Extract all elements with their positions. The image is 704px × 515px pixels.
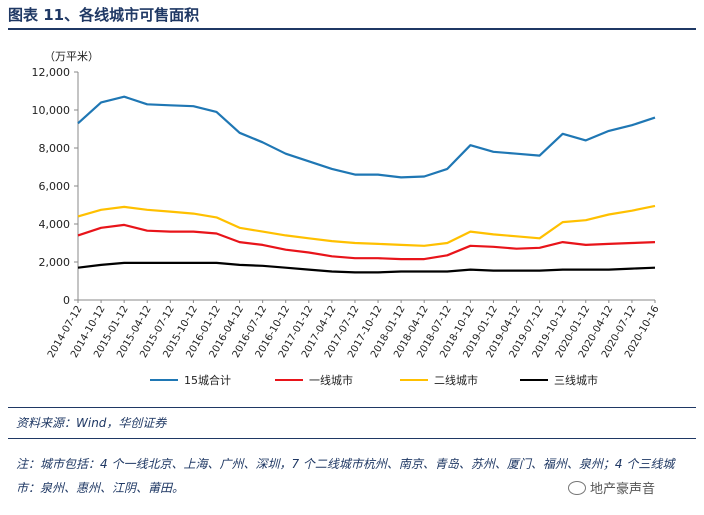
y-tick-label: 6,000 bbox=[39, 180, 71, 193]
line-chart: 0 2,000 4,000 6,000 8,000 10,000 12,000 2014-0… bbox=[32, 66, 662, 360]
note-text: 注：城市包括：4 个一线北京、上海、广州、深圳，7 个二线城市杭州、南京、青岛、… bbox=[16, 457, 675, 495]
series-line-2 bbox=[77, 204, 656, 247]
series-line-0 bbox=[77, 95, 656, 179]
source-text: 资料来源：Wind，华创证券 bbox=[16, 416, 167, 430]
legend-swatch bbox=[275, 379, 303, 381]
watermark-label: 地产豪声音 bbox=[590, 482, 656, 497]
legend: 15城合计 一线城市 二线城市 三线城市 bbox=[0, 372, 704, 388]
legend-label: 一线城市 bbox=[309, 374, 353, 387]
y-tick-label: 10,000 bbox=[32, 104, 71, 117]
y-tick-label: 2,000 bbox=[39, 256, 71, 269]
y-tick-label: 4,000 bbox=[39, 218, 71, 231]
legend-item-2: 二线城市 bbox=[400, 372, 478, 388]
y-tick-label: 12,000 bbox=[32, 66, 71, 79]
legend-swatch bbox=[400, 379, 428, 381]
y-tick-label: 0 bbox=[63, 294, 70, 307]
legend-item-0: 15城合计 bbox=[150, 372, 231, 388]
legend-swatch bbox=[520, 379, 548, 381]
legend-label: 15城合计 bbox=[184, 374, 231, 387]
y-axis: 0 2,000 4,000 6,000 8,000 10,000 12,000 bbox=[32, 66, 79, 307]
series-line-3 bbox=[77, 261, 656, 274]
legend-swatch bbox=[150, 379, 178, 381]
figure-title: 图表 11、各线城市可售面积 bbox=[8, 6, 200, 24]
watermark: 地产豪声音 bbox=[568, 478, 655, 497]
y-axis-unit: （万平米） bbox=[44, 50, 99, 63]
series-lines bbox=[77, 95, 656, 274]
legend-label: 二线城市 bbox=[434, 374, 478, 387]
series-line-1 bbox=[77, 223, 656, 261]
y-tick-label: 8,000 bbox=[39, 142, 71, 155]
legend-item-3: 三线城市 bbox=[520, 372, 598, 388]
source-divider-top bbox=[8, 407, 696, 408]
x-axis: 2014-07-122014-10-122015-01-122015-04-12… bbox=[46, 299, 662, 360]
title-divider bbox=[8, 28, 696, 30]
legend-label: 三线城市 bbox=[554, 374, 598, 387]
legend-item-1: 一线城市 bbox=[275, 372, 353, 388]
wechat-icon bbox=[568, 480, 586, 495]
source-divider-bottom bbox=[8, 438, 696, 439]
